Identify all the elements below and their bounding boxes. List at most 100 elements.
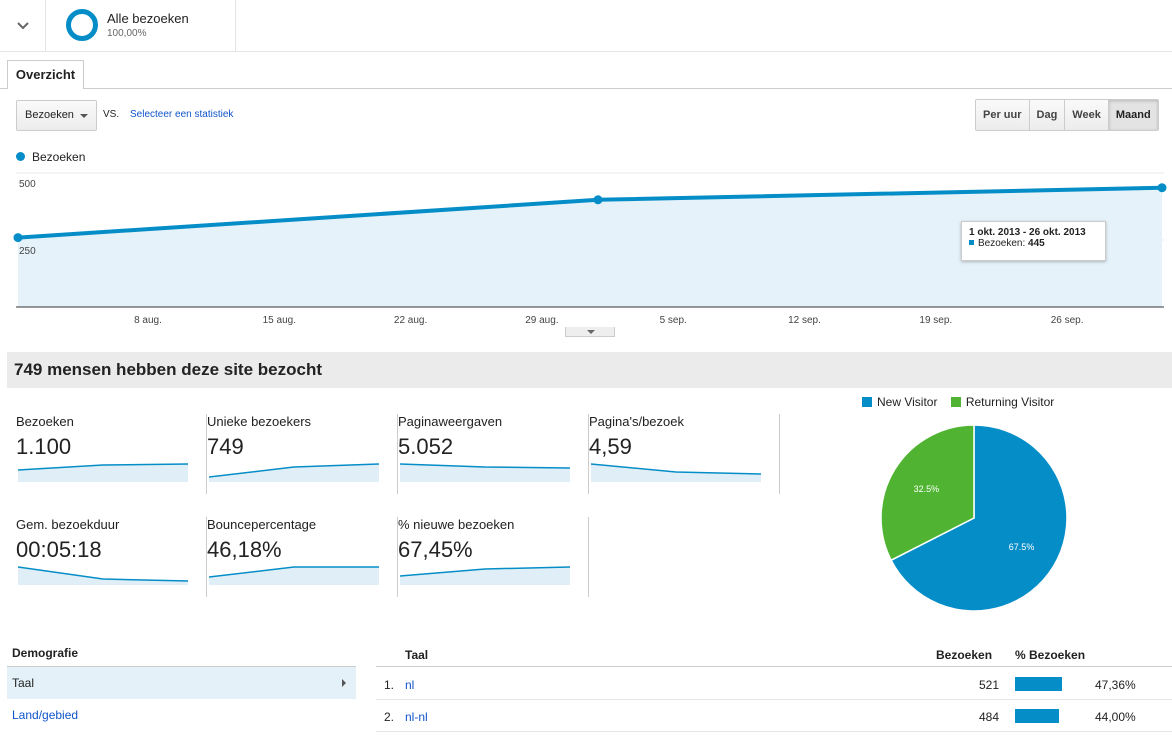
- pie-legend: New Visitor Returning Visitor: [862, 395, 1054, 409]
- segment-toggle-button[interactable]: [0, 0, 46, 52]
- metric-value: 1.100: [16, 434, 72, 459]
- row-rank: 2.: [384, 710, 395, 724]
- legend-series-name: Bezoeken: [32, 150, 86, 164]
- row-visits: 484: [978, 710, 999, 724]
- metric-select-label: Bezoeken: [25, 109, 74, 121]
- x-tick-label: 8 aug.: [134, 315, 162, 326]
- demographics-item-country[interactable]: Land/gebied: [12, 708, 79, 722]
- y-tick-label: 250: [19, 246, 36, 257]
- row-language-link[interactable]: nl: [405, 678, 415, 692]
- segment-percent: 100,00%: [107, 28, 147, 39]
- x-tick-label: 5 sep.: [660, 315, 687, 326]
- pie-slice: [880, 424, 975, 562]
- metric-bounce-rate[interactable]: Bouncepercentage 46,18%: [207, 517, 398, 597]
- chevron-right-icon: [342, 679, 346, 687]
- sparkline: [18, 566, 188, 585]
- segment-card[interactable]: Alle bezoeken 100,00%: [46, 0, 236, 52]
- returning-visitor-swatch-icon: [950, 397, 961, 407]
- column-header-visits: Bezoeken: [936, 648, 993, 662]
- metric-pages-per-visit[interactable]: Pagina's/bezoek 4,59: [589, 414, 780, 494]
- select-metric-link[interactable]: Selecteer een statistiek: [130, 109, 234, 120]
- demographics-header: Demografie: [7, 646, 356, 667]
- chart-collapse-handle[interactable]: [565, 327, 615, 337]
- metric-new-visits[interactable]: % nieuwe bezoeken 67,45%: [398, 517, 589, 597]
- x-tick-label: 26 sep.: [1051, 315, 1084, 326]
- metric-avg-duration[interactable]: Gem. bezoekduur 00:05:18: [16, 517, 207, 597]
- summary-heading: 749 mensen hebben deze site bezocht: [7, 352, 1172, 388]
- granularity-hour-button[interactable]: Per uur: [976, 100, 1030, 130]
- granularity-toggle: Per uur Dag Week Maand: [975, 99, 1159, 131]
- row-language-link[interactable]: nl-nl: [405, 710, 428, 724]
- x-tick-label: 12 sep.: [788, 315, 821, 326]
- tab-divider: [0, 88, 1172, 89]
- metric-label: Unieke bezoekers: [207, 414, 312, 429]
- row-visits: 521: [978, 678, 999, 692]
- pie-legend-new[interactable]: New Visitor: [877, 395, 938, 409]
- segment-name: Alle bezoeken: [107, 11, 189, 26]
- x-tick-label: 15 aug.: [263, 315, 296, 326]
- column-header-visits-pct: % Bezoeken: [1015, 648, 1086, 662]
- sparkline: [400, 463, 570, 482]
- segment-bar: Alle bezoeken 100,00%: [0, 0, 1172, 52]
- row-pct-bar: [1015, 677, 1063, 691]
- metric-value: 5.052: [398, 434, 454, 459]
- metric-label: Pagina's/bezoek: [589, 414, 684, 429]
- table-row: 2. nl-nl 484 44,00%: [376, 700, 1172, 732]
- tab-overzicht[interactable]: Overzicht: [7, 60, 84, 89]
- sparkline: [400, 566, 570, 585]
- sparkline: [18, 463, 188, 482]
- table-row: 1. nl 521 47,36%: [376, 668, 1172, 700]
- data-point: [593, 195, 603, 205]
- tooltip-series-icon: [969, 240, 974, 245]
- x-tick-label: 19 sep.: [919, 315, 952, 326]
- pie-slice-label: 32.5%: [914, 484, 940, 494]
- metric-value: 67,45%: [398, 537, 473, 562]
- visits-line-chart: 500 250 8 aug. 15 aug. 22 aug. 29 aug. 5 sep. 1…: [13, 172, 1167, 326]
- metric-unique-visitors[interactable]: Unieke bezoekers 749: [207, 414, 398, 494]
- row-pct: 44,00%: [1095, 710, 1136, 724]
- metric-label: Gem. bezoekduur: [16, 517, 120, 532]
- metric-label: Bezoeken: [16, 414, 74, 429]
- metric-value: 4,59: [589, 434, 632, 459]
- caret-down-icon: [80, 114, 88, 118]
- chart-legend: Bezoeken: [16, 150, 85, 164]
- series-dot-icon: [16, 152, 25, 161]
- vs-label: VS.: [103, 109, 120, 120]
- new-visitor-swatch-icon: [862, 397, 872, 407]
- y-tick-label: 500: [19, 179, 36, 190]
- sparkline: [209, 566, 379, 585]
- demographics-item-language[interactable]: Taal: [7, 667, 356, 699]
- row-pct-bar: [1015, 709, 1059, 723]
- pie-slice-label: 67.5%: [1009, 542, 1035, 552]
- metric-value: 46,18%: [207, 537, 282, 562]
- metric-value: 00:05:18: [16, 537, 102, 562]
- column-header-language: Taal: [405, 648, 429, 662]
- tooltip-value: 445: [1028, 238, 1045, 249]
- row-rank: 1.: [384, 678, 395, 692]
- series-area: [18, 187, 1162, 307]
- metric-select[interactable]: Bezoeken: [16, 100, 97, 131]
- sparkline: [209, 463, 379, 482]
- demographics-item-label: Taal: [12, 676, 35, 690]
- chart-tooltip: 1 okt. 2013 - 26 okt. 2013 Bezoeken: 445: [961, 221, 1106, 261]
- pie-legend-returning[interactable]: Returning Visitor: [965, 395, 1055, 409]
- metric-label: Paginaweergaven: [398, 414, 503, 429]
- tooltip-label: Bezoeken:: [978, 238, 1026, 249]
- granularity-month-button[interactable]: Maand: [1108, 100, 1158, 130]
- metric-pageviews[interactable]: Paginaweergaven 5.052: [398, 414, 589, 494]
- segment-ring-icon: [66, 9, 98, 41]
- sparkline: [591, 463, 761, 482]
- language-table-header: Taal Bezoeken % Bezoeken: [376, 646, 1172, 667]
- granularity-day-button[interactable]: Dag: [1029, 100, 1066, 130]
- granularity-week-button[interactable]: Week: [1065, 100, 1109, 130]
- tooltip-range: 1 okt. 2013 - 26 okt. 2013: [969, 227, 1086, 238]
- x-tick-label: 29 aug.: [525, 315, 558, 326]
- metric-label: % nieuwe bezoeken: [398, 517, 515, 532]
- x-tick-label: 22 aug.: [394, 315, 427, 326]
- visitor-type-pie-chart: 67.5% 32.5%: [880, 424, 1068, 612]
- pie-slice: [890, 424, 1068, 612]
- data-point: [13, 233, 23, 243]
- metric-visits[interactable]: Bezoeken 1.100: [16, 414, 207, 494]
- data-point: [1157, 183, 1167, 193]
- metric-label: Bouncepercentage: [207, 517, 317, 532]
